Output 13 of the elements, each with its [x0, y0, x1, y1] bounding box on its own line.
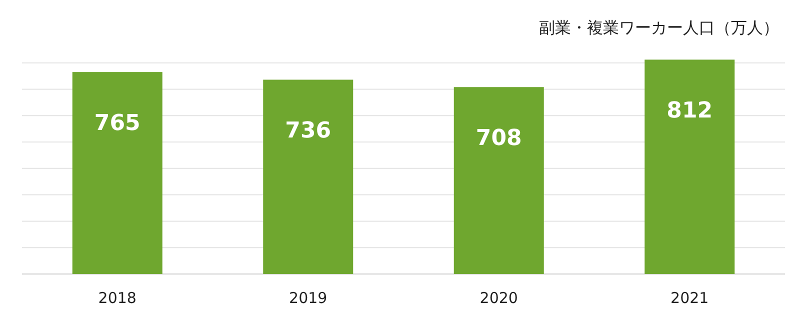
bar [454, 87, 544, 274]
bar [644, 60, 735, 274]
data-label: 708 [476, 126, 522, 152]
data-label: 765 [94, 111, 140, 136]
bar [263, 80, 354, 274]
data-label: 812 [666, 98, 713, 124]
x-tick-label: 2019 [289, 289, 328, 307]
data-label: 736 [285, 118, 332, 144]
x-tick-label: 2020 [480, 289, 518, 307]
x-tick-label: 2021 [670, 289, 709, 307]
x-tick-label: 2018 [98, 289, 136, 307]
y-axis-title: 副業・複業ワーカー人口（万人） [539, 18, 779, 37]
bar [72, 72, 162, 274]
